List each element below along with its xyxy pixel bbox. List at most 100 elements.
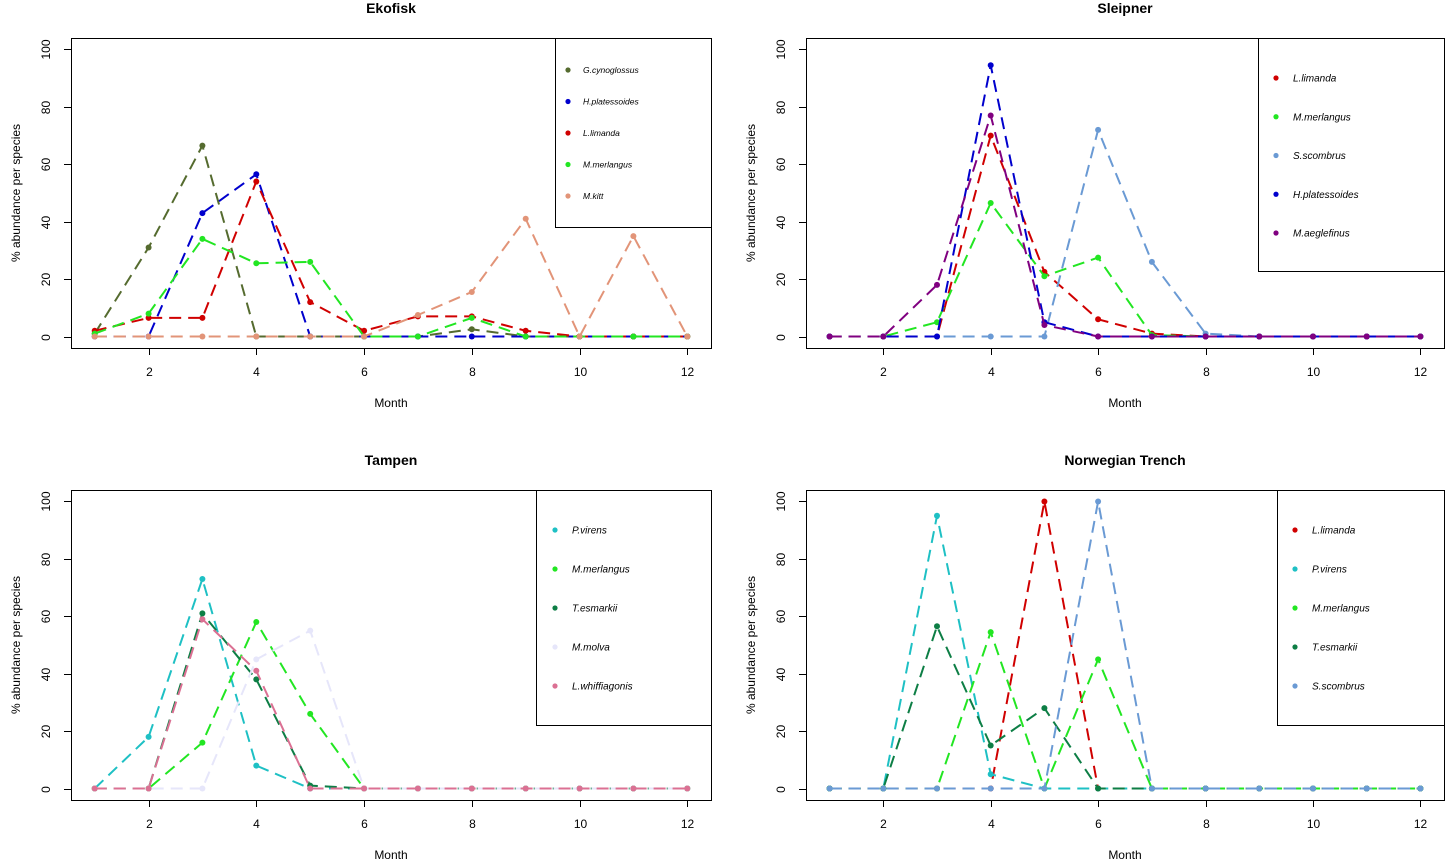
legend-marker — [1273, 191, 1279, 197]
data-point-m-merlangus-month-11 — [630, 333, 637, 340]
panel-sleipner: Sleipner 2 4 6 8 10 12 Month 0 20 40 60 80 100 % abund… — [744, 0, 1445, 410]
data-point-m-aeglefinus-month-1 — [826, 333, 833, 340]
legend-entry-m-molva: M.molva — [552, 643, 610, 654]
data-point-l-whiffiagonis-month-5 — [307, 785, 314, 792]
data-point-t-esmarkii-month-4 — [987, 742, 994, 749]
legend-marker — [1273, 152, 1279, 159]
data-point-g-cynoglossus-month-3 — [199, 142, 206, 149]
y-tick-label: 100 — [774, 491, 788, 511]
y-tick-label: 0 — [39, 786, 53, 793]
series-line-p-virens — [829, 514, 1421, 790]
data-point-l-whiffiagonis-month-10 — [576, 785, 583, 792]
data-point-s-scombrus-month-10 — [1310, 785, 1316, 792]
data-point-s-scombrus-month-7 — [1148, 785, 1155, 792]
data-point-m-merlangus-month-4 — [253, 619, 260, 625]
data-point-l-whiffiagonis-month-12 — [684, 785, 691, 792]
legend-entry-m-kitt: M.kitt — [565, 191, 604, 201]
data-point-s-scombrus-month-12 — [1417, 785, 1424, 792]
x-tick-label: 8 — [1203, 365, 1210, 379]
y-tick-label: 40 — [39, 216, 53, 230]
y-axis-label: % abundance per species — [744, 576, 758, 714]
y-tick-label: 80 — [39, 553, 53, 567]
data-point-m-kitt-month-4 — [253, 333, 260, 340]
legend-marker — [1273, 230, 1279, 236]
data-point-t-esmarkii-month-6 — [1095, 785, 1102, 792]
y-axis-label: % abundance per species — [9, 576, 23, 714]
y-tick-label: 100 — [39, 39, 53, 59]
series-m-kitt — [91, 215, 691, 340]
data-point-m-kitt-month-9 — [522, 215, 529, 222]
data-point-m-merlangus-month-6 — [1095, 656, 1102, 663]
data-point-m-merlangus-month-8 — [468, 314, 475, 321]
data-point-m-merlangus-month-7 — [414, 333, 421, 340]
data-point-m-aeglefinus-month-7 — [1148, 333, 1155, 340]
data-point-m-kitt-month-7 — [414, 312, 421, 318]
legend-marker — [565, 130, 571, 136]
data-point-m-aeglefinus-month-12 — [1417, 333, 1424, 340]
series-line-m-merlangus — [94, 237, 688, 338]
y-tick-label: 20 — [39, 273, 53, 287]
legend-entry-g-cynoglossus: G.cynoglossus — [565, 65, 639, 75]
panel-norwegian-trench: Norwegian Trench 2 4 6 8 10 12 Month 0 20 40 60 80 10… — [744, 452, 1445, 862]
x-axis-label: Month — [374, 848, 407, 862]
data-point-h-platessoides-month-3 — [934, 333, 940, 340]
chart-title: Sleipner — [1097, 0, 1153, 16]
legend-entry-t-esmarkii: T.esmarkii — [1292, 643, 1358, 654]
legend-marker — [1273, 114, 1279, 120]
legend-marker — [1292, 644, 1298, 650]
y-tick-label: 40 — [774, 216, 788, 230]
series-line-h-platessoides — [94, 173, 688, 338]
data-point-s-scombrus-month-9 — [1256, 785, 1263, 792]
x-axis-label: Month — [1108, 848, 1141, 862]
x-tick-label: 4 — [253, 365, 260, 379]
data-point-h-platessoides-month-3 — [199, 210, 206, 217]
data-point-m-merlangus-month-5 — [307, 710, 314, 717]
y-axis: 0 20 40 60 80 100 % abundance per species — [744, 39, 806, 341]
legend-marker — [1292, 566, 1298, 572]
data-point-m-kitt-month-11 — [630, 233, 637, 240]
legend-label: S.scombrus — [1293, 151, 1346, 162]
x-tick-label: 4 — [988, 365, 995, 379]
y-tick-label: 80 — [774, 553, 788, 567]
data-point-l-whiffiagonis-month-9 — [522, 785, 529, 792]
data-point-l-limanda-month-4 — [253, 178, 260, 185]
series-m-aeglefinus — [826, 112, 1424, 340]
legend-entry-p-virens: P.virens — [1292, 565, 1347, 576]
legend-label: M.molva — [572, 643, 610, 654]
legend-label: H.platessoides — [1293, 190, 1359, 201]
x-tick-label: 8 — [1203, 817, 1210, 831]
x-tick-label: 10 — [1307, 365, 1321, 379]
legend-entry-l-limanda: L.limanda — [1292, 526, 1356, 537]
x-tick-label: 2 — [880, 817, 887, 831]
y-tick-label: 40 — [39, 668, 53, 682]
legend: L.limanda P.virens M.merlangus T.esmarkii S.… — [1277, 490, 1445, 726]
y-tick-label: 0 — [774, 334, 788, 341]
legend-label: M.merlangus — [583, 160, 633, 170]
x-axis: 2 4 6 8 10 12 Month — [880, 800, 1427, 862]
x-axis-label: Month — [1108, 396, 1141, 410]
x-tick-label: 8 — [469, 365, 476, 379]
x-tick-label: 2 — [146, 365, 153, 379]
series-s-scombrus — [826, 498, 1424, 792]
x-tick-label: 4 — [988, 817, 995, 831]
y-tick-label: 100 — [39, 491, 53, 511]
data-point-m-molva-month-4 — [253, 656, 260, 663]
series-line-l-whiffiagonis — [94, 618, 688, 790]
legend-marker — [552, 566, 558, 572]
series-line-t-esmarkii — [829, 625, 1421, 790]
data-point-s-scombrus-month-5 — [1041, 785, 1048, 792]
x-axis: 2 4 6 8 10 12 Month — [146, 348, 694, 410]
legend-entry-s-scombrus: S.scombrus — [1292, 682, 1365, 693]
data-point-l-limanda-month-5 — [1041, 498, 1048, 505]
legend-label: P.virens — [1312, 565, 1347, 576]
legend-label: G.cynoglossus — [583, 65, 639, 75]
data-point-g-cynoglossus-month-8 — [468, 326, 475, 333]
data-point-m-aeglefinus-month-5 — [1041, 322, 1048, 328]
legend-entry-h-platessoides: H.platessoides — [1273, 190, 1359, 201]
legend-label: L.limanda — [1312, 526, 1356, 537]
legend-label: S.scombrus — [1312, 682, 1365, 693]
chart-title: Ekofisk — [366, 0, 416, 16]
legend-entry-l-whiffiagonis: L.whiffiagonis — [552, 682, 633, 693]
data-point-p-virens-month-3 — [199, 576, 206, 582]
y-tick-label: 60 — [774, 158, 788, 172]
